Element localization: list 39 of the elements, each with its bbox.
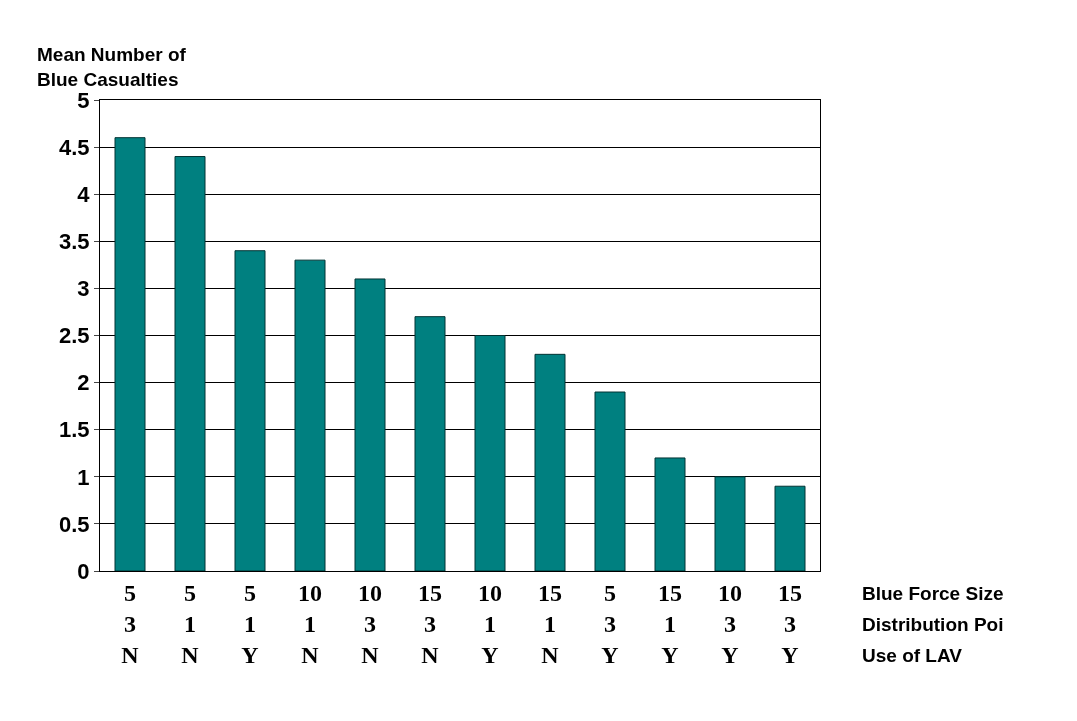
x-tick-label: 15 1 Y (658, 579, 682, 669)
bar (654, 457, 686, 571)
y-tick-label: 4.5 (59, 134, 90, 160)
bar (534, 353, 566, 571)
bar (774, 485, 806, 571)
x-tick-label: 5 3 N (121, 579, 140, 669)
x-tick-label: 15 3 Y (778, 579, 802, 669)
x-tick-label: 5 1 Y (241, 579, 259, 669)
text: Use of LAV (862, 645, 963, 666)
x-tick-label: 15 3 N (418, 579, 442, 669)
bar (714, 476, 746, 571)
x-tick-label: 15 1 N (538, 579, 562, 669)
y-tick-label: 2 (77, 370, 90, 396)
bar (174, 156, 206, 571)
y-axis-title: Mean Number of Blue Casualties (37, 44, 187, 90)
y-tick-label: 5 (77, 87, 90, 113)
y-tick-label: 3.5 (59, 229, 90, 254)
y-tick-label: 2.5 (59, 323, 90, 349)
bar (594, 391, 626, 571)
y-tick-label: 0 (77, 558, 90, 584)
y-tick-label: 1 (77, 464, 90, 490)
bar (414, 316, 446, 571)
x-tick-label: 10 3 N (358, 579, 382, 669)
x-tick-label: 10 1 Y (478, 579, 502, 669)
bar (354, 278, 386, 571)
x-tick-label: 5 1 N (181, 579, 200, 669)
x-tick-label: 5 3 Y (601, 579, 619, 669)
y-tick-label: 1.5 (59, 417, 90, 443)
text: Distribution Poi (862, 614, 1004, 635)
bar (234, 250, 266, 571)
bar (114, 137, 146, 571)
y-tick-label: 3 (77, 276, 90, 302)
x-tick-label: 10 3 Y (718, 579, 742, 669)
bar (474, 335, 506, 571)
x-tick-label: 10 1 N (298, 579, 322, 669)
y-tick-label: 0.5 (59, 511, 90, 537)
text: Blue Force Size (862, 583, 1004, 604)
bar (294, 259, 326, 571)
y-tick-label: 4 (77, 181, 91, 207)
